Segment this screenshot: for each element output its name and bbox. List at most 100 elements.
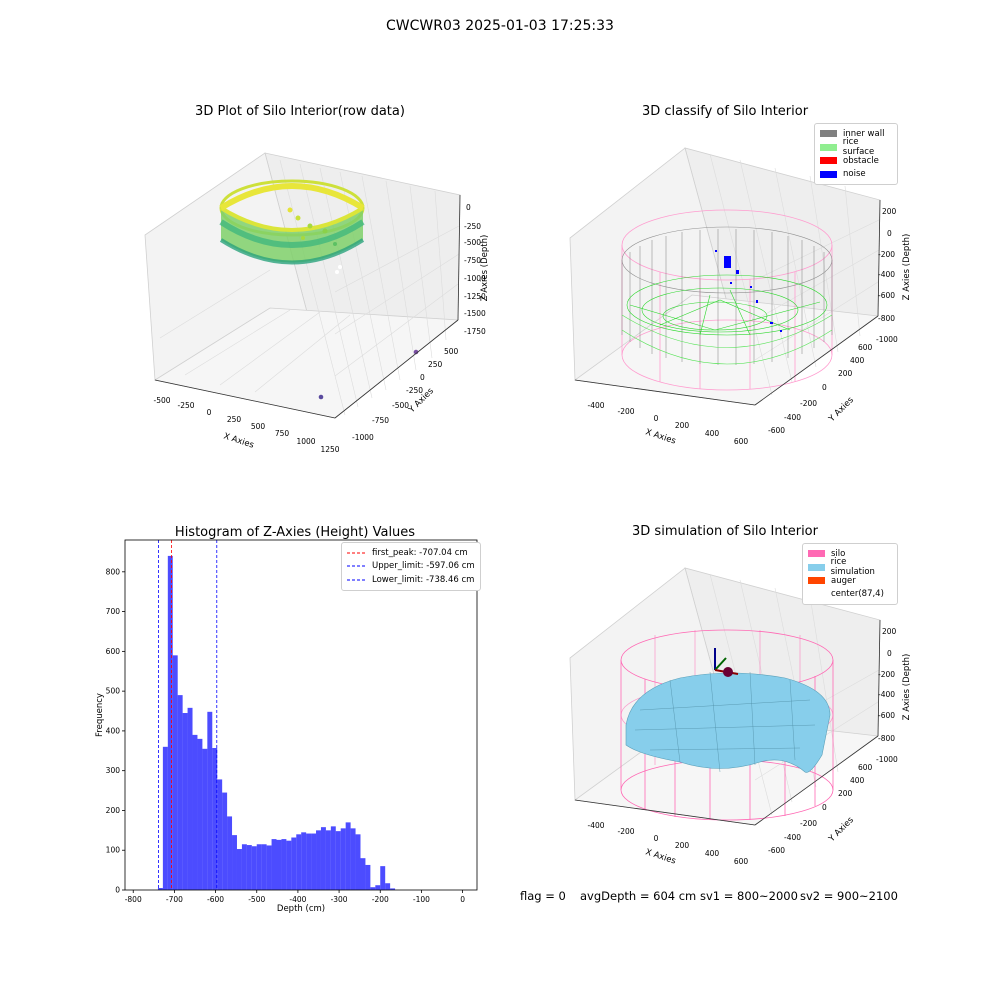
raw-z-tick: -250	[464, 222, 481, 231]
legend-item: rice simulation	[808, 557, 892, 577]
histogram-bar	[251, 846, 257, 890]
legend-swatch	[808, 591, 825, 598]
legend-item: obstacle	[820, 154, 892, 168]
histogram-y-tick-label: 800	[106, 567, 121, 576]
histogram-bar	[306, 833, 312, 890]
histogram-x-tick-label: -800	[125, 895, 142, 904]
figure-suptitle: CWCWR03 2025-01-03 17:25:33	[386, 18, 614, 34]
histogram-bar	[281, 839, 287, 890]
raw-x-tick: 750	[275, 429, 290, 438]
histogram-x-tick-label: -200	[372, 895, 389, 904]
legend-swatch	[808, 563, 825, 571]
raw-z-tick: -1000	[464, 274, 486, 283]
histogram-bar	[291, 837, 297, 890]
legend-label: auger	[831, 575, 856, 586]
histogram-bar	[390, 888, 396, 890]
classify-plot-title: 3D classify of Silo Interior	[641, 104, 809, 119]
simulation-x-tick: 200	[675, 841, 690, 850]
histogram-bar	[236, 849, 242, 890]
legend-label: center(87,4)	[831, 589, 884, 600]
raw-y-tick: 500	[444, 347, 459, 356]
histogram-bar	[261, 844, 267, 890]
outlier-point	[318, 394, 324, 400]
histogram-bar	[311, 833, 317, 890]
classify-x-tick: -400	[587, 401, 604, 410]
classify-y-tick: 400	[850, 356, 865, 365]
histogram-y-tick-label: 0	[115, 886, 120, 895]
classify-y-tick: 200	[838, 369, 853, 378]
histogram-bar	[182, 713, 188, 890]
histogram-x-label: Depth (cm)	[277, 904, 325, 914]
legend-item: first_peak: -707.04 cm	[347, 546, 475, 560]
histogram-legend: first_peak: -707.04 cm Upper_limit: -597…	[341, 542, 481, 591]
histogram-frame	[124, 539, 478, 891]
histogram-bar	[325, 830, 331, 890]
avg-depth-status: avgDepth = 604 cm	[580, 889, 697, 903]
legend-label: rice simulation	[830, 557, 875, 578]
histogram-x-tick-label: -600	[207, 895, 224, 904]
raw-x-tick: 1250	[320, 445, 339, 454]
histogram-bar	[157, 888, 163, 890]
histogram-bar	[345, 822, 351, 890]
histogram-bar	[266, 845, 272, 890]
legend-swatch	[808, 577, 825, 585]
legend-label: silo	[831, 548, 846, 559]
histogram-bar	[232, 835, 237, 890]
classify-x-tick: 0	[654, 414, 659, 423]
histogram-bar	[246, 845, 252, 890]
raw-z-tick: -750	[464, 256, 481, 265]
simulation-y-tick: 600	[858, 763, 873, 772]
simulation-z-tick: 0	[887, 649, 892, 658]
histogram-bar	[365, 864, 371, 890]
classify-z-tick: -600	[878, 291, 895, 300]
histogram-y-tick-label: 300	[106, 766, 121, 775]
raw-z-tick: -1750	[464, 327, 486, 336]
legend-swatch	[820, 170, 837, 178]
legend-item: silo	[808, 547, 892, 561]
histogram-bar	[330, 826, 336, 890]
raw-3d-plot: -500 -250 0 250 500 750 1000 1250 X Axie…	[144, 152, 490, 454]
histogram-bar	[202, 748, 208, 890]
classify-x-tick: -200	[617, 407, 634, 416]
classify-x-label: X Axies	[644, 427, 677, 446]
raw-y-tick: -250	[406, 386, 423, 395]
classify-z-tick: 200	[882, 207, 897, 216]
histogram-bars	[157, 555, 396, 890]
classify-x-tick: 400	[705, 429, 720, 438]
simulation-x-tick: 0	[654, 834, 659, 843]
classify-y-tick: -200	[800, 399, 817, 408]
legend-label: rice surface	[842, 137, 875, 158]
simulation-x-tick: 400	[705, 849, 720, 858]
legend-label: inner wall	[843, 128, 885, 139]
histogram-bar	[241, 844, 247, 890]
histogram-bar	[227, 816, 233, 890]
raw-z-tick: 0	[466, 203, 471, 212]
legend-label: noise	[843, 169, 866, 180]
raw-z-tick: -1500	[464, 309, 486, 318]
histogram-bar	[271, 839, 277, 890]
simulation-plot-title: 3D simulation of Silo Interior	[632, 524, 818, 539]
simulation-x-label: X Axies	[644, 847, 677, 866]
raw-y-tick: -500	[392, 401, 409, 410]
histogram-bar	[172, 655, 178, 890]
raw-y-tick: 0	[420, 373, 425, 382]
classify-legend: inner wall rice surface obstacle noise	[814, 123, 898, 185]
classify-rice-surface	[621, 274, 833, 365]
simulation-y-label: Y Axies	[826, 815, 856, 845]
simulation-x-tick: 600	[734, 857, 749, 866]
histogram-bar	[217, 779, 223, 890]
legend-label: obstacle	[843, 155, 879, 166]
classify-y-tick: -600	[768, 426, 785, 435]
simulation-auger	[714, 648, 739, 677]
histogram-bar	[335, 831, 341, 890]
histogram-y-tick-label: 500	[106, 687, 121, 696]
legend-item: rice surface	[820, 137, 892, 157]
histogram-bar	[187, 707, 193, 890]
simulation-axis-lines	[574, 619, 881, 826]
simulation-z-tick: -400	[878, 690, 895, 699]
histogram-y-tick-label: 600	[106, 647, 121, 656]
classify-noise-points	[715, 250, 782, 332]
classify-grid	[709, 153, 880, 396]
histogram-bar	[301, 832, 307, 890]
raw-axis-lines	[154, 194, 461, 419]
